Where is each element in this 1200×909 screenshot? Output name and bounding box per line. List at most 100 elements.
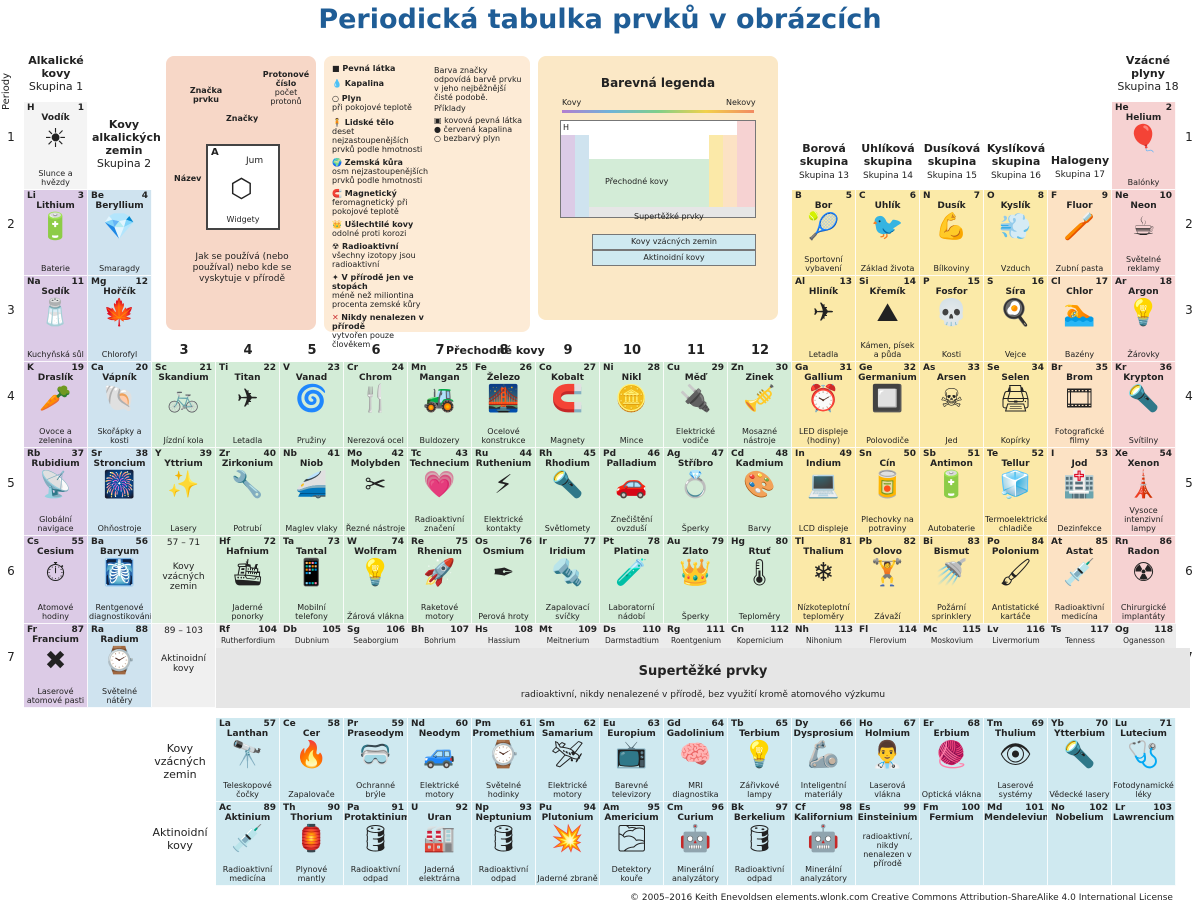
superheavy-element[interactable]: Rg 111 Roentgenium (664, 624, 729, 648)
element-cell[interactable]: At 85 Astat 💉 Radioaktivní medicína (1048, 536, 1112, 624)
superheavy-element[interactable]: Bh 107 Bohrium (408, 624, 473, 648)
superheavy-element[interactable]: Mt 109 Meitnerium (536, 624, 601, 648)
element-cell[interactable]: Li 3 Lithium 🔋 Baterie (24, 190, 88, 276)
actinides-cell[interactable]: Am 95 Americium 🌫 Detektory kouře (600, 802, 664, 886)
lanthanides-cell[interactable]: Pm 61 Promethium ⌚ Světelné hodinky (472, 718, 536, 802)
lanthanides-cell[interactable]: La 57 Lanthan 🔭 Teleskopové čočky (216, 718, 280, 802)
element-cell[interactable]: Rh 45 Rhodium 🔦 Světlomety (536, 448, 600, 536)
element-cell[interactable]: Fe 26 Železo 🌉 Ocelové konstrukce (472, 362, 536, 448)
actinides-cell[interactable]: Es 99 Einsteinium radioaktivní, nikdy nenal… (856, 802, 920, 886)
element-cell[interactable]: Se 34 Selen 🖨 Kopírky (984, 362, 1048, 448)
element-cell[interactable]: Cl 17 Chlor 🏊 Bazény (1048, 276, 1112, 362)
element-cell[interactable]: Y 39 Yttrium ✨ Lasery (152, 448, 216, 536)
element-cell[interactable]: Ta 73 Tantal 📱 Mobilní telefony (280, 536, 344, 624)
actinides-cell[interactable]: Lr 103 Lawrencium (1112, 802, 1176, 886)
element-cell[interactable]: Po 84 Polonium 🖌 Antistatické kartáče (984, 536, 1048, 624)
lanthanides-cell[interactable]: Yb 70 Ytterbium 🔦 Vědecké lasery (1048, 718, 1112, 802)
actinides-cell[interactable]: Fm 100 Fermium (920, 802, 984, 886)
element-cell[interactable]: Cu 29 Měď 🔌 Elektrické vodiče (664, 362, 728, 448)
superheavy-element[interactable]: Lv 116 Livermorium (984, 624, 1049, 648)
element-cell[interactable]: C 6 Uhlík 🐦 Základ života (856, 190, 920, 276)
actinides-cell[interactable]: U 92 Uran 🏭 Jaderná elektrárna (408, 802, 472, 886)
lanthanides-cell[interactable]: Gd 64 Gadolinium 🧠 MRI diagnostika (664, 718, 728, 802)
lanthanides-cell[interactable]: Ce 58 Cer 🔥 Zapalovače (280, 718, 344, 802)
element-cell[interactable]: Al 13 Hliník ✈ Letadla (792, 276, 856, 362)
element-cell[interactable]: Rb 37 Rubidium 📡 Globální navigace (24, 448, 88, 536)
element-cell[interactable]: O 8 Kyslík 💨 Vzduch (984, 190, 1048, 276)
actinides-cell[interactable]: Ac 89 Aktinium 💉 Radioaktivní medicína (216, 802, 280, 886)
superheavy-element[interactable]: Ts 117 Tenness (1048, 624, 1113, 648)
element-cell[interactable]: Zr 40 Zirkonium 🔧 Potrubí (216, 448, 280, 536)
element-cell[interactable]: Sn 50 Cín 🥫 Plechovky na potraviny (856, 448, 920, 536)
element-cell[interactable]: Os 76 Osmium ✒ Perová hroty (472, 536, 536, 624)
element-cell[interactable]: Ru 44 Ruthenium ⚡ Elektrické kontakty (472, 448, 536, 536)
lanthanides-cell[interactable]: Lu 71 Lutecium 🩺 Fotodynamické léky (1112, 718, 1176, 802)
actinides-cell[interactable]: Cf 98 Kalifornium 🤖 Minerální analyzátory (792, 802, 856, 886)
element-cell[interactable]: Pd 46 Palladium 🚗 Znečištění ovzduší (600, 448, 664, 536)
element-cell[interactable]: Zn 30 Zinek 🎺 Mosazné nástroje (728, 362, 792, 448)
element-cell[interactable]: F 9 Fluor 🪥 Zubní pasta (1048, 190, 1112, 276)
element-cell[interactable]: Mo 42 Molybden ✂ Řezné nástroje (344, 448, 408, 536)
element-cell[interactable]: Ba 56 Baryum 🩻 Rentgenové diagnostikování (88, 536, 152, 624)
element-cell[interactable]: Ir 77 Iridium 🔩 Zapalovací svíčky (536, 536, 600, 624)
element-cell[interactable]: He 2 Helium 🎈 Balónky (1112, 102, 1176, 190)
element-cell[interactable]: Co 27 Kobalt 🧲 Magnety (536, 362, 600, 448)
lanthanides-cell[interactable]: Tb 65 Terbium 💡 Zářivkové lampy (728, 718, 792, 802)
lanthanides-cell[interactable]: Er 68 Erbium 🧶 Optická vlákna (920, 718, 984, 802)
element-cell[interactable]: Au 79 Zlato 👑 Šperky (664, 536, 728, 624)
element-cell[interactable]: Ag 47 Stříbro 💍 Šperky (664, 448, 728, 536)
lanthanides-cell[interactable]: Nd 60 Neodym 🚙 Elektrické motory (408, 718, 472, 802)
element-cell[interactable]: As 33 Arsen ☠ Jed (920, 362, 984, 448)
element-cell[interactable]: Kr 36 Krypton 🔦 Svítilny (1112, 362, 1176, 448)
lanthanides-cell[interactable]: Pr 59 Praseodym 🥽 Ochranné brýle (344, 718, 408, 802)
element-cell[interactable]: Re 75 Rhenium 🚀 Raketové motory (408, 536, 472, 624)
element-cell[interactable]: Sc 21 Skandium 🚲 Jízdní kola (152, 362, 216, 448)
superheavy-element[interactable]: Rf 104 Rutherfordium (216, 624, 281, 648)
element-cell[interactable]: S 16 Síra 🍳 Vejce (984, 276, 1048, 362)
element-cell[interactable]: N 7 Dusík 💪 Bílkoviny (920, 190, 984, 276)
actinides-cell[interactable]: Bk 97 Berkelium 🛢 Radioaktivní odpad (728, 802, 792, 886)
element-cell[interactable]: In 49 Indium 💻 LCD displeje (792, 448, 856, 536)
actinides-cell[interactable]: No 102 Nobelium (1048, 802, 1112, 886)
element-cell[interactable]: Tc 43 Technecium 💗 Radioaktivní značení (408, 448, 472, 536)
element-cell[interactable]: Ti 22 Titan ✈ Letadla (216, 362, 280, 448)
element-cell[interactable]: Na 11 Sodík 🧂 Kuchyňská sůl (24, 276, 88, 362)
element-cell[interactable]: Ge 32 Germanium 🔲 Polovodiče (856, 362, 920, 448)
element-cell[interactable]: Ar 18 Argon 💡 Žárovky (1112, 276, 1176, 362)
element-cell[interactable]: Nb 41 Niob 🚄 Maglev vlaky (280, 448, 344, 536)
element-cell[interactable]: Pb 82 Olovo 🏋 Závaží (856, 536, 920, 624)
element-cell[interactable]: Cd 48 Kadmium 🎨 Barvy (728, 448, 792, 536)
element-cell[interactable]: W 74 Wolfram 💡 Žárová vlákna (344, 536, 408, 624)
element-cell[interactable]: Te 52 Tellur 🧊 Termoelektrické chladiče (984, 448, 1048, 536)
element-cell[interactable]: Xe 54 Xenon 🗼 Vysoce intenzivní lampy (1112, 448, 1176, 536)
actinides-cell[interactable]: Np 93 Neptunium 🛢 Radioaktivní odpad (472, 802, 536, 886)
superheavy-element[interactable]: Og 118 Oganesson (1112, 624, 1177, 648)
element-cell[interactable]: Ga 31 Gallium ⏰ LED displeje (hodiny) (792, 362, 856, 448)
superheavy-element[interactable]: Sg 106 Seaborgium (344, 624, 409, 648)
actinides-cell[interactable]: Cm 96 Curium 🤖 Minerální analyzátory (664, 802, 728, 886)
element-cell[interactable]: Pt 78 Platina 🧪 Laboratorní nádobí (600, 536, 664, 624)
superheavy-element[interactable]: Cn 112 Kopernicium (728, 624, 793, 648)
element-cell[interactable]: Si 14 Křemík ⛰ Kámen, písek a půda (856, 276, 920, 362)
element-cell[interactable]: Be 4 Beryllium 💎 Smaragdy (88, 190, 152, 276)
lanthanides-cell[interactable]: Ho 67 Holmium 👨‍⚕️ Laserová vlákna (856, 718, 920, 802)
element-cell[interactable]: Br 35 Brom 🎞 Fotografické filmy (1048, 362, 1112, 448)
element-cell[interactable]: Fr 87 Francium ✖ Laserové atomové pasti (24, 624, 88, 708)
element-cell[interactable]: H 1 Vodík ☀ Slunce a hvězdy (24, 102, 88, 190)
element-cell[interactable]: Ni 28 Nikl 🪙 Mince (600, 362, 664, 448)
actinides-cell[interactable]: Th 90 Thorium 🏮 Plynové mantly (280, 802, 344, 886)
lanthanides-cell[interactable]: Tm 69 Thulium 👁 Laserové systémy (984, 718, 1048, 802)
element-cell[interactable]: Bi 83 Bismut 🚿 Požární sprinklery (920, 536, 984, 624)
element-cell[interactable]: B 5 Bor 🎾 Sportovní vybavení (792, 190, 856, 276)
superheavy-element[interactable]: Hs 108 Hassium (472, 624, 537, 648)
superheavy-element[interactable]: Db 105 Dubnium (280, 624, 345, 648)
element-cell[interactable]: Sr 38 Stroncium 🎆 Ohňostroje (88, 448, 152, 536)
element-cell[interactable]: Ca 20 Vápník 🐚 Skořápky a kosti (88, 362, 152, 448)
element-cell[interactable]: Hg 80 Rtuť 🌡 Teploměry (728, 536, 792, 624)
element-cell[interactable]: Rn 86 Radon ☢ Chirurgické implantáty (1112, 536, 1176, 624)
element-cell[interactable]: V 23 Vanad 🌀 Pružiny (280, 362, 344, 448)
lanthanides-cell[interactable]: Sm 62 Samarium 🛩 Elektrické motory (536, 718, 600, 802)
superheavy-element[interactable]: Mc 115 Moskovium (920, 624, 985, 648)
element-cell[interactable]: Cs 55 Cesium ⏱ Atomové hodiny (24, 536, 88, 624)
element-cell[interactable]: Mg 12 Hořčík 🍁 Chlorofyl (88, 276, 152, 362)
